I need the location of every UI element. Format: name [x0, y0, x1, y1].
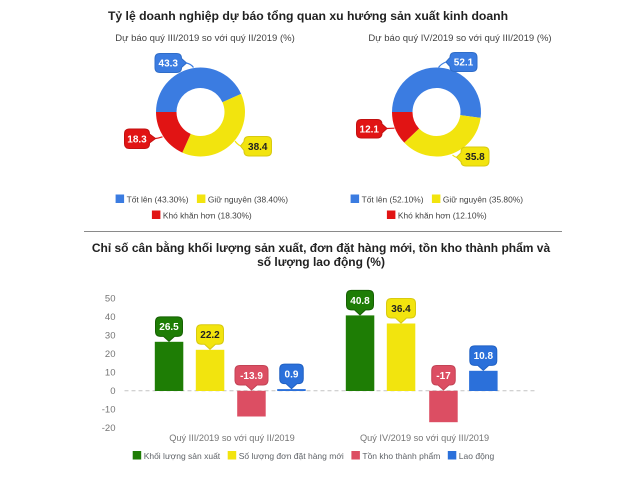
svg-text:Dự báo quý III/2019 so với quý: Dự báo quý III/2019 so với quý II/2019 (…: [115, 33, 294, 44]
svg-text:Tốt lên (52.10%): Tốt lên (52.10%): [362, 194, 424, 204]
svg-text:Giữ nguyên (35.80%): Giữ nguyên (35.80%): [443, 194, 523, 204]
svg-text:35.8: 35.8: [465, 152, 485, 163]
svg-text:-13.9: -13.9: [240, 371, 263, 382]
svg-text:40.8: 40.8: [350, 296, 370, 307]
svg-text:12.1: 12.1: [360, 124, 380, 135]
svg-text:-10: -10: [102, 405, 116, 416]
svg-text:số lượng lao động (%): số lượng lao động (%): [257, 255, 385, 269]
svg-text:36.4: 36.4: [391, 304, 411, 315]
svg-text:Khối lượng sản xuất: Khối lượng sản xuất: [144, 451, 221, 461]
svg-text:40: 40: [105, 312, 116, 323]
svg-text:30: 30: [105, 331, 116, 342]
svg-text:0: 0: [110, 386, 115, 397]
svg-text:18.3: 18.3: [127, 134, 147, 145]
svg-text:Khó khăn hơn (12.10%): Khó khăn hơn (12.10%): [398, 210, 487, 220]
svg-text:10.8: 10.8: [474, 351, 494, 362]
svg-text:Lao động: Lao động: [459, 451, 495, 461]
svg-text:26.5: 26.5: [159, 322, 179, 333]
svg-text:0.9: 0.9: [285, 369, 299, 380]
svg-text:Quý III/2019 so với quý II/201: Quý III/2019 so với quý II/2019: [169, 433, 295, 443]
svg-text:20: 20: [105, 349, 116, 360]
svg-text:Khó khăn hơn (18.30%): Khó khăn hơn (18.30%): [163, 210, 252, 220]
svg-text:52.1: 52.1: [454, 58, 474, 69]
svg-text:10: 10: [105, 368, 116, 379]
svg-text:43.3: 43.3: [159, 59, 179, 70]
svg-text:Giữ nguyên (38.40%): Giữ nguyên (38.40%): [208, 194, 288, 204]
svg-text:Tồn kho thành phẩm: Tồn kho thành phẩm: [362, 451, 440, 461]
svg-text:-17: -17: [436, 371, 451, 382]
svg-text:22.2: 22.2: [200, 330, 220, 341]
svg-text:Tỷ lệ doanh nghiệp dự báo tổng: Tỷ lệ doanh nghiệp dự báo tổng quan xu h…: [108, 9, 508, 23]
svg-text:Quý IV/2019 so với quý III/201: Quý IV/2019 so với quý III/2019: [360, 433, 489, 443]
svg-text:50: 50: [105, 294, 116, 305]
svg-text:38.4: 38.4: [248, 142, 268, 153]
svg-text:Số lượng đơn đặt hàng mới: Số lượng đơn đặt hàng mới: [239, 451, 344, 461]
svg-text:-20: -20: [102, 423, 116, 434]
svg-text:Dự báo quý IV/2019 so với quý: Dự báo quý IV/2019 so với quý III/2019 (…: [368, 33, 551, 44]
svg-text:Chỉ số cân bằng khối lượng sản: Chỉ số cân bằng khối lượng sản xuất, đơn…: [92, 240, 551, 255]
svg-text:Tốt lên (43.30%): Tốt lên (43.30%): [127, 194, 189, 204]
